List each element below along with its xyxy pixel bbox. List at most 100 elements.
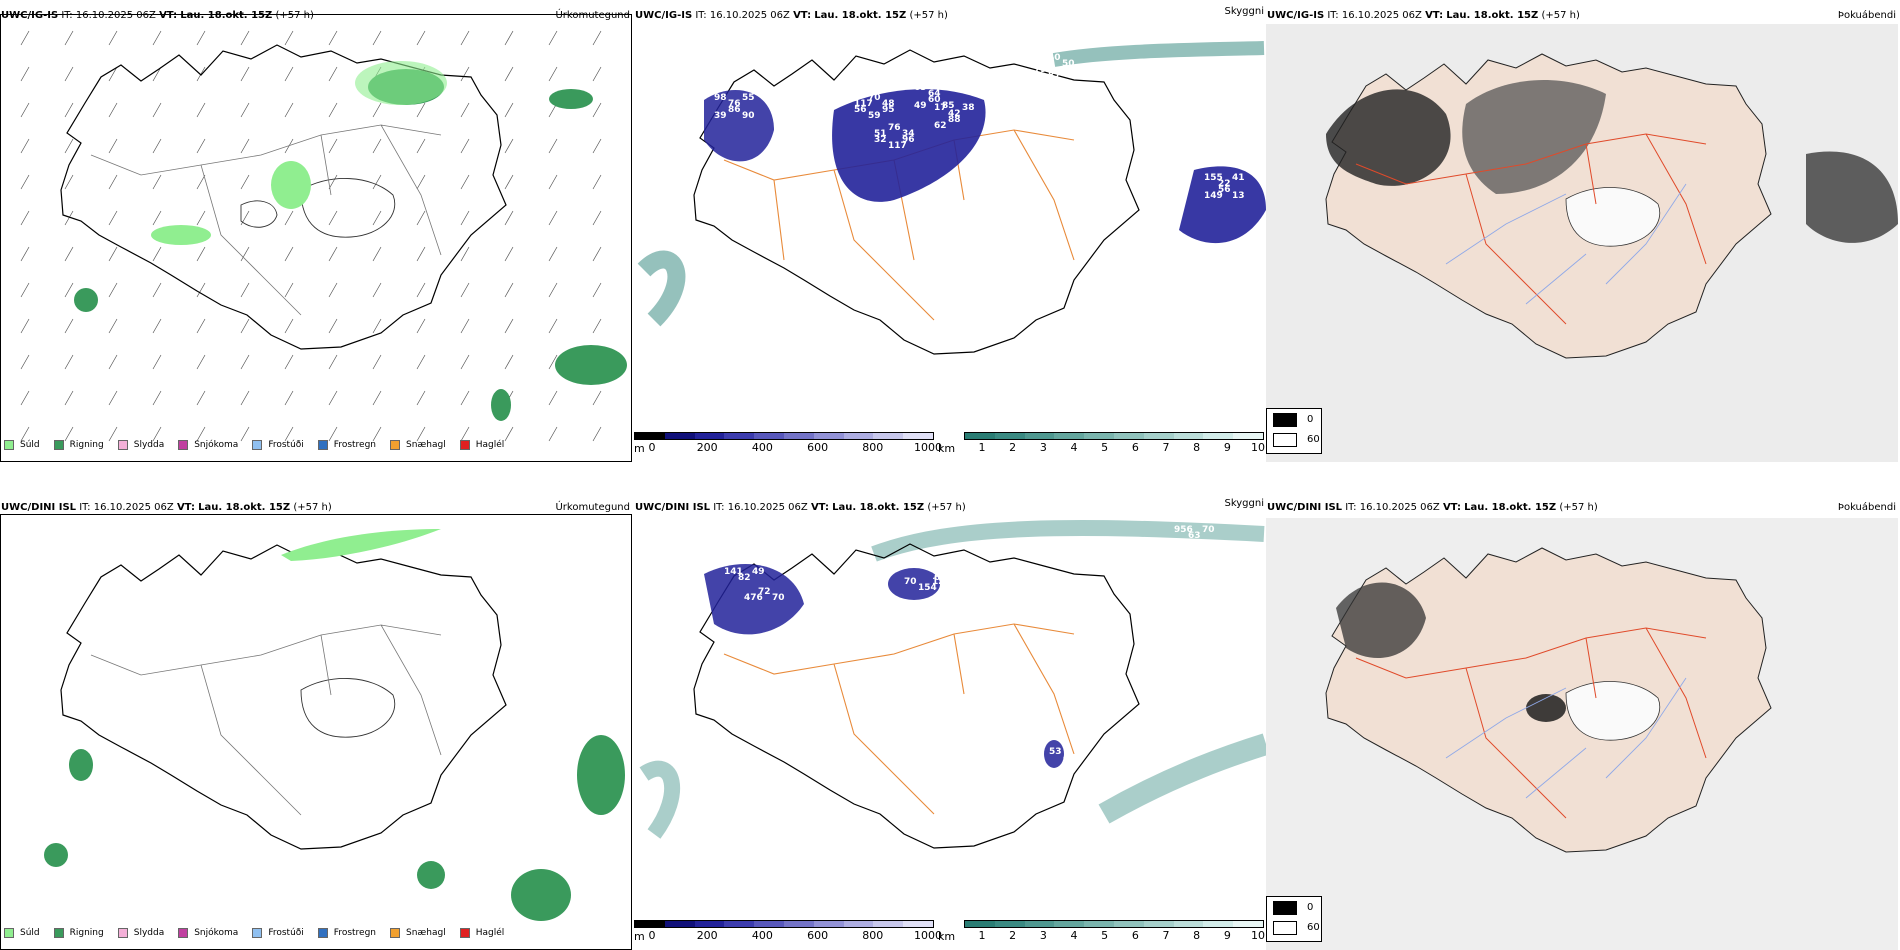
low-ceiling-area (888, 568, 940, 600)
colorbar-tick-label: 1 (978, 929, 986, 942)
wind-barb (240, 66, 250, 82)
glacier-clear (1565, 681, 1661, 741)
wind-barb (284, 426, 294, 442)
colorbar-tick-label: 600 (807, 441, 829, 454)
model-name: UWC/IG-IS (1267, 10, 1325, 21)
colorbar-segment (1203, 921, 1234, 927)
ceiling-value-label: 34 (902, 129, 915, 139)
wind-barb (460, 426, 470, 442)
wind-barb (108, 390, 118, 406)
wind-barb (460, 174, 470, 190)
visibility-colorbar-ticks: 1 2 3 4 5 6 7 8 9 10 (964, 929, 1266, 943)
legend-swatch (390, 928, 401, 938)
colorbar-segment (1233, 433, 1263, 439)
wind-barb (20, 102, 30, 118)
wind-barb (328, 318, 338, 334)
wind-barb (460, 138, 470, 154)
ceiling-colorbar: 0 200 400 600 800 1000 m (634, 432, 942, 456)
wind-barb (284, 66, 294, 82)
colorbar-segment (664, 921, 695, 927)
wind-barb (64, 390, 74, 406)
glacier-clear (1565, 187, 1661, 247)
lead-time: (+57 h) (275, 10, 314, 21)
colorbar-segment (843, 433, 874, 439)
wind-barb (20, 246, 30, 262)
wind-barb (504, 30, 514, 46)
it-label: IT: (1345, 502, 1357, 513)
wind-barb (108, 174, 118, 190)
colorbar-segment (873, 921, 904, 927)
wind-barb (592, 426, 602, 442)
legend-label: Snjókoma (194, 928, 239, 938)
wind-barb (108, 246, 118, 262)
precip-map (0, 14, 632, 462)
panel-igis-fog: UWC/IG-IS IT: 16.10.2025 06Z VT: Lau. 18… (1266, 0, 1898, 462)
wind-barb (372, 30, 382, 46)
ceiling-value-label: 956 (1174, 525, 1193, 535)
colorbar-tick-label: 400 (751, 929, 773, 942)
visibility-band (1052, 41, 1265, 67)
ceiling-value-label: 86 (728, 105, 741, 115)
visibility-colorbar-ticks: 1 2 3 4 5 6 7 8 9 10 (964, 441, 1266, 455)
precip-area-rain (511, 869, 571, 921)
wind-barb (20, 426, 30, 442)
wind-barb (152, 138, 162, 154)
wind-barb (592, 66, 602, 82)
legend-swatch (178, 440, 189, 450)
wind-barb (196, 210, 206, 226)
ceiling-value-label: 39 (714, 111, 727, 121)
legend-swatch (53, 440, 64, 450)
wind-barb (416, 318, 426, 334)
colorbar-segment (965, 433, 995, 439)
visibility-map: 98 117 65 51 155 44 17 76 70 64 76 22 40 42 55 48 45 34 41… (634, 20, 1266, 430)
wind-barb (64, 426, 74, 442)
colorbar-segment (873, 433, 904, 439)
wind-barb (152, 246, 162, 262)
visibility-colorbar-strip (964, 432, 1264, 440)
legend-swatch (53, 928, 64, 938)
wind-barb (548, 210, 558, 226)
colorbar-segment (694, 921, 725, 927)
legend-label: Haglél (475, 440, 505, 450)
wind-barb (328, 246, 338, 262)
wind-barb (504, 282, 514, 298)
ceiling-value-label: 98 (714, 93, 727, 103)
legend-swatch (4, 440, 14, 450)
legend-item: Haglél (459, 440, 505, 450)
panel-header: UWC/DINI ISL IT: 16.10.2025 06Z VT: Lau.… (635, 500, 1264, 516)
colorbar-tick-label: 10 (1251, 441, 1265, 454)
road-network (90, 124, 442, 316)
wind-barb (108, 210, 118, 226)
wind-barb (108, 354, 118, 370)
colorbar-segment (843, 921, 874, 927)
colorbar-tick-label: 5 (1101, 929, 1109, 942)
wind-barb (152, 426, 162, 442)
precip-area-rain (577, 735, 625, 815)
precip-area-drizzle (355, 61, 447, 105)
colorbar-tick-label: 9 (1223, 929, 1231, 942)
colorbar-segment (754, 433, 784, 439)
ceiling-value-label: 96 (902, 135, 915, 145)
ceiling-value-label: 154 (918, 583, 937, 593)
wind-barb (64, 174, 74, 190)
ceiling-value-label: 87 (1048, 71, 1061, 81)
ceiling-colorbar-strip (634, 432, 934, 440)
precip-area-rain (69, 749, 93, 781)
wind-barb (372, 354, 382, 370)
wind-barb (548, 174, 558, 190)
legend-item: Frostregn (317, 928, 376, 938)
wind-barb (284, 318, 294, 334)
wind-barb (504, 246, 514, 262)
ceiling-value-label: 70 (868, 93, 881, 103)
legend-swatch (252, 928, 263, 938)
wind-barb (284, 390, 294, 406)
colorbar-tick-label: 7 (1162, 441, 1170, 454)
ceiling-value-label: 49 (1118, 547, 1131, 557)
ceiling-value-label: 50 (1132, 553, 1145, 563)
glacier-outline (300, 178, 396, 238)
colorbar-segment (783, 921, 814, 927)
wind-barb (240, 390, 250, 406)
fog-legend-black-swatch (1273, 413, 1297, 427)
vt-label: VT: (1442, 502, 1461, 513)
